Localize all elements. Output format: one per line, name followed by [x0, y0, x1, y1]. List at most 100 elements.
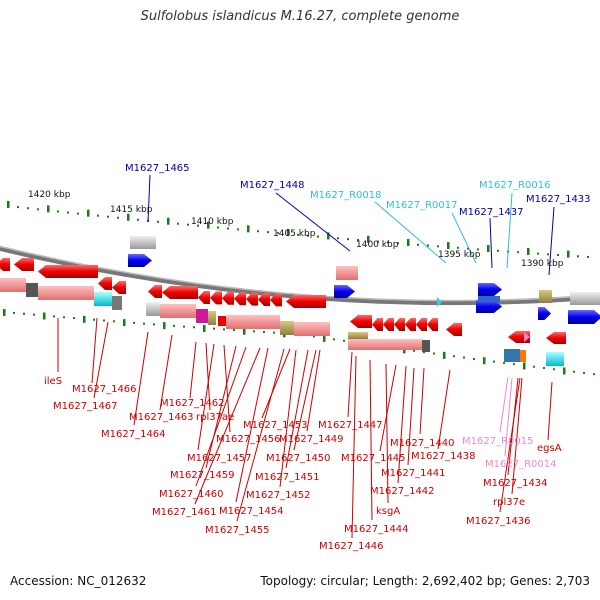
gene-features	[0, 236, 600, 366]
lower-ruler-dot	[503, 361, 505, 364]
gene-label[interactable]: M1627_1463	[129, 412, 194, 423]
connector-line	[261, 348, 291, 419]
ruler-dot	[107, 215, 109, 218]
gene-label[interactable]: M1627_R0015	[462, 436, 533, 447]
ruler-dot	[37, 208, 39, 211]
gene-protein-bar	[208, 311, 216, 325]
lower-label-connectors	[57, 317, 553, 539]
lower-ruler-dot	[593, 373, 595, 376]
gene-label[interactable]: M1627_1455	[205, 525, 270, 536]
ruler-label: 1400 kbp	[356, 240, 399, 250]
gene-label[interactable]: ileS	[44, 376, 62, 387]
gene-label[interactable]: M1627_1457	[187, 453, 252, 464]
minus-strand-gene	[350, 315, 372, 328]
gene-label[interactable]: M1627_1462	[160, 398, 225, 409]
gene-label[interactable]: M1627_1449	[279, 434, 344, 445]
ruler-label: 1390 kbp	[521, 259, 564, 269]
connector-line	[374, 201, 447, 264]
gene-label[interactable]: M1627_1448	[240, 180, 305, 191]
connector-line	[194, 347, 261, 505]
minus-strand-gene	[372, 318, 383, 331]
ruler-dot	[317, 235, 319, 238]
lower-major-tick	[563, 367, 566, 375]
lower-ruler-dot	[33, 313, 35, 316]
gene-label[interactable]: M1627_1467	[53, 401, 118, 412]
gene-label[interactable]: M1627_1440	[390, 438, 455, 449]
gene-label[interactable]: M1627_1450	[266, 453, 331, 464]
gene-protein-bar	[226, 315, 280, 329]
minus-strand-gene	[0, 258, 10, 271]
ruler-major-tick	[7, 201, 10, 208]
gene-label[interactable]: M1627_1461	[152, 507, 217, 518]
lower-ruler-dot	[103, 319, 105, 322]
gene-label[interactable]: M1627_1465	[125, 163, 190, 174]
gene-label[interactable]: M1627_1444	[344, 524, 409, 535]
lower-ruler-dot	[73, 317, 75, 320]
gene-label[interactable]: M1627_1454	[219, 506, 284, 517]
ruler-dot	[197, 224, 199, 227]
gene-label[interactable]: M1627_1437	[459, 207, 524, 218]
minus-strand-gene	[210, 291, 222, 305]
gene-label[interactable]: egsA	[537, 443, 562, 454]
minus-strand-gene	[38, 265, 98, 278]
ruler-dot	[307, 234, 309, 237]
lower-ruler-dot	[13, 311, 15, 314]
minus-strand-gene	[98, 277, 112, 290]
connector-line	[293, 349, 317, 451]
gene-label[interactable]: M1627_1452	[246, 490, 311, 501]
gene-label[interactable]: M1627_1446	[319, 541, 384, 552]
minus-strand-gene	[446, 323, 462, 336]
connector-line	[133, 331, 149, 426]
lower-ruler-dot	[553, 368, 555, 371]
ruler-dot	[427, 244, 429, 247]
lower-major-tick	[163, 322, 166, 330]
connector-line	[159, 334, 173, 411]
gene-protein-bar	[422, 340, 430, 352]
gene-label[interactable]: M1627_1460	[159, 489, 224, 500]
lower-ruler-dot	[543, 366, 545, 369]
gene-label[interactable]: rpl37e	[493, 497, 525, 508]
gene-label[interactable]: M1627_1442	[370, 486, 435, 497]
gene-label[interactable]: M1627_1445	[341, 453, 406, 464]
ruler-major-tick	[87, 209, 90, 217]
gene-label[interactable]: M1627_1451	[255, 472, 320, 483]
gene-protein-bar	[94, 292, 112, 306]
lower-ruler-dot	[93, 318, 95, 321]
gene-protein-bar	[294, 322, 330, 336]
connector-line	[235, 347, 269, 503]
gene-label[interactable]: M1627_R0016	[479, 180, 550, 191]
gene-label[interactable]: M1627_R0017	[386, 200, 457, 211]
gene-label[interactable]: M1627_1433	[526, 194, 591, 205]
ruler-dot	[477, 248, 479, 251]
gene-label[interactable]: M1627_1456	[216, 434, 281, 445]
lower-ruler-dot	[423, 351, 425, 354]
gene-label[interactable]: M1627_1453	[243, 420, 308, 431]
plus-strand-gene	[478, 283, 502, 296]
ruler-major-tick	[287, 228, 290, 236]
gene-label[interactable]: ksgA	[376, 506, 400, 517]
gene-protein-bar	[570, 292, 600, 305]
lower-major-tick	[443, 351, 446, 359]
gene-label[interactable]: M1627_1436	[466, 516, 531, 527]
ruler-major-tick	[47, 205, 50, 213]
gene-label[interactable]: M1627_1441	[381, 468, 446, 479]
gene-label[interactable]: M1627_1438	[411, 451, 476, 462]
gene-protein-bar	[146, 302, 160, 316]
gene-label[interactable]: M1627_1459	[170, 470, 235, 481]
ruler-dot	[517, 251, 519, 254]
gene-label[interactable]: M1627_1434	[483, 478, 548, 489]
gene-protein-bar	[196, 309, 208, 323]
lower-major-tick	[123, 319, 126, 327]
gene-protein-bar	[546, 352, 564, 366]
gene-label[interactable]: M1627_1447	[318, 420, 383, 431]
gene-label[interactable]: M1627_1466	[72, 384, 137, 395]
lower-major-tick	[243, 327, 246, 335]
gene-label[interactable]: rpl37ae	[196, 412, 234, 423]
gene-label[interactable]: M1627_1464	[101, 429, 166, 440]
gene-label[interactable]: M1627_R0018	[310, 190, 381, 201]
gene-label[interactable]: M1627_R0014	[485, 459, 556, 470]
ruler-dot	[157, 220, 159, 223]
minus-strand-gene	[198, 291, 210, 304]
